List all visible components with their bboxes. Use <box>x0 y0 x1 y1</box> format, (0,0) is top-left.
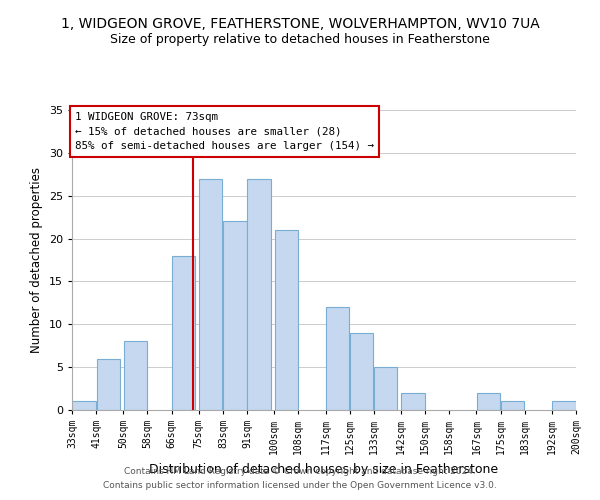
Bar <box>124 342 147 410</box>
Text: Contains HM Land Registry data © Crown copyright and database right 2024.: Contains HM Land Registry data © Crown c… <box>124 467 476 476</box>
X-axis label: Distribution of detached houses by size in Featherstone: Distribution of detached houses by size … <box>149 462 499 475</box>
Bar <box>73 402 95 410</box>
Bar <box>374 367 397 410</box>
Text: 1, WIDGEON GROVE, FEATHERSTONE, WOLVERHAMPTON, WV10 7UA: 1, WIDGEON GROVE, FEATHERSTONE, WOLVERHA… <box>61 18 539 32</box>
Y-axis label: Number of detached properties: Number of detached properties <box>30 167 43 353</box>
Bar <box>199 178 223 410</box>
Bar <box>501 402 524 410</box>
Bar <box>477 393 500 410</box>
Bar <box>350 333 373 410</box>
Bar <box>401 393 425 410</box>
Text: 1 WIDGEON GROVE: 73sqm
← 15% of detached houses are smaller (28)
85% of semi-det: 1 WIDGEON GROVE: 73sqm ← 15% of detached… <box>75 112 374 152</box>
Text: Size of property relative to detached houses in Featherstone: Size of property relative to detached ho… <box>110 32 490 46</box>
Bar <box>326 307 349 410</box>
Bar <box>97 358 120 410</box>
Text: Contains public sector information licensed under the Open Government Licence v3: Contains public sector information licen… <box>103 481 497 490</box>
Bar <box>172 256 195 410</box>
Bar <box>223 222 247 410</box>
Bar <box>247 178 271 410</box>
Bar <box>275 230 298 410</box>
Bar <box>553 402 575 410</box>
